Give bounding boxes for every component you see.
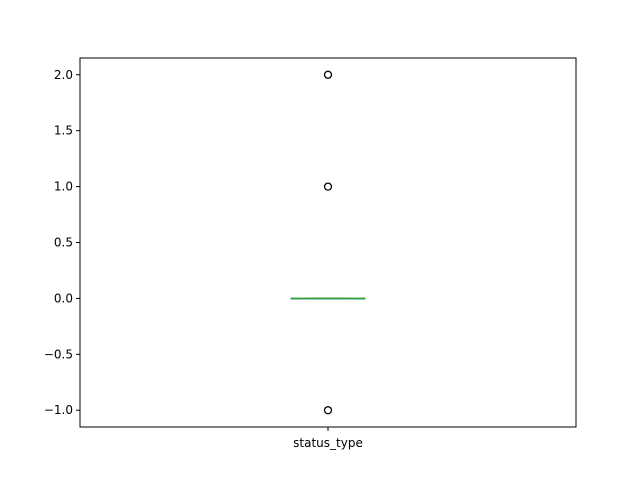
y-tick-label: 1.0 — [54, 180, 73, 194]
plot-area — [291, 71, 365, 413]
plot-frame — [80, 58, 576, 427]
y-tick-label: −1.0 — [44, 403, 73, 417]
y-axis: −1.0 −0.5 0.0 0.5 1.0 1.5 2.0 — [44, 68, 80, 417]
outlier-point — [325, 183, 332, 190]
y-tick-label: 1.5 — [54, 124, 73, 138]
x-tick-label: status_type — [293, 436, 363, 450]
outlier-point — [325, 71, 332, 78]
y-tick-label: −0.5 — [44, 347, 73, 361]
x-axis: status_type — [293, 427, 363, 450]
y-tick-label: 2.0 — [54, 68, 73, 82]
y-tick-label: 0.0 — [54, 291, 73, 305]
outlier-point — [325, 407, 332, 414]
y-tick-label: 0.5 — [54, 236, 73, 250]
